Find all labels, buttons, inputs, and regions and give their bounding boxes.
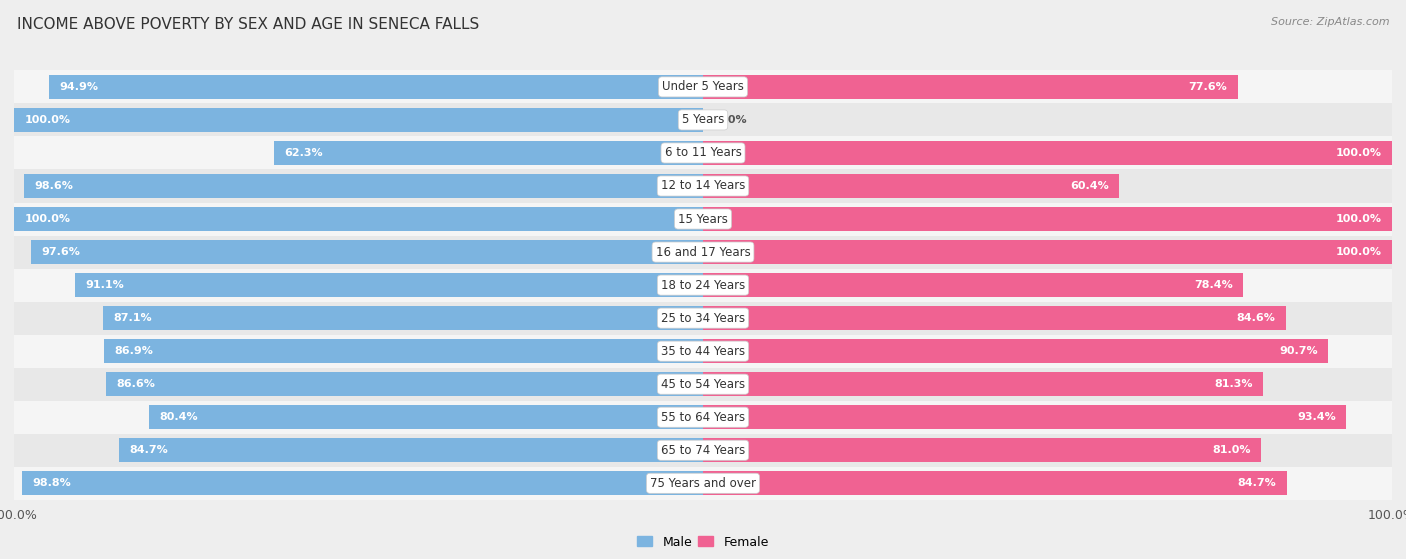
- Bar: [703, 405, 1347, 429]
- Bar: [14, 235, 1392, 268]
- Text: 60.4%: 60.4%: [1070, 181, 1109, 191]
- Bar: [14, 335, 1392, 368]
- Text: 81.0%: 81.0%: [1212, 446, 1251, 455]
- Text: 84.7%: 84.7%: [1237, 479, 1277, 488]
- Text: 100.0%: 100.0%: [1336, 214, 1382, 224]
- Bar: [14, 302, 1392, 335]
- Text: 90.7%: 90.7%: [1279, 346, 1317, 356]
- Bar: [120, 438, 703, 462]
- Text: 12 to 14 Years: 12 to 14 Years: [661, 179, 745, 192]
- Text: 86.6%: 86.6%: [117, 379, 156, 389]
- Bar: [703, 75, 1237, 99]
- Text: 93.4%: 93.4%: [1298, 412, 1336, 422]
- Text: Source: ZipAtlas.com: Source: ZipAtlas.com: [1271, 17, 1389, 27]
- Bar: [703, 174, 1119, 198]
- Text: 18 to 24 Years: 18 to 24 Years: [661, 278, 745, 292]
- Text: 87.1%: 87.1%: [114, 313, 152, 323]
- Text: 98.6%: 98.6%: [34, 181, 73, 191]
- Bar: [703, 471, 1286, 495]
- Bar: [703, 372, 1263, 396]
- Text: 100.0%: 100.0%: [24, 115, 70, 125]
- Text: 100.0%: 100.0%: [1336, 148, 1382, 158]
- Bar: [703, 438, 1261, 462]
- Text: 86.9%: 86.9%: [115, 346, 153, 356]
- Bar: [107, 372, 703, 396]
- Legend: Male, Female: Male, Female: [633, 530, 773, 553]
- Bar: [703, 306, 1286, 330]
- Bar: [103, 306, 703, 330]
- Bar: [49, 75, 703, 99]
- Text: 25 to 34 Years: 25 to 34 Years: [661, 311, 745, 325]
- Bar: [14, 169, 1392, 202]
- Text: 80.4%: 80.4%: [159, 412, 198, 422]
- Bar: [149, 405, 703, 429]
- Text: 65 to 74 Years: 65 to 74 Years: [661, 444, 745, 457]
- Bar: [274, 141, 703, 165]
- Text: 97.6%: 97.6%: [41, 247, 80, 257]
- Bar: [104, 339, 703, 363]
- Bar: [703, 240, 1392, 264]
- Bar: [22, 471, 703, 495]
- Bar: [703, 207, 1392, 231]
- Bar: [14, 368, 1392, 401]
- Text: 62.3%: 62.3%: [284, 148, 323, 158]
- Text: 0.0%: 0.0%: [717, 115, 748, 125]
- Text: 84.7%: 84.7%: [129, 446, 169, 455]
- Bar: [703, 339, 1327, 363]
- Bar: [14, 268, 1392, 302]
- Text: 77.6%: 77.6%: [1188, 82, 1227, 92]
- Bar: [14, 108, 703, 132]
- Text: 75 Years and over: 75 Years and over: [650, 477, 756, 490]
- Text: 16 and 17 Years: 16 and 17 Years: [655, 245, 751, 259]
- Bar: [703, 141, 1392, 165]
- Text: 78.4%: 78.4%: [1194, 280, 1233, 290]
- Text: 100.0%: 100.0%: [24, 214, 70, 224]
- Text: INCOME ABOVE POVERTY BY SEX AND AGE IN SENECA FALLS: INCOME ABOVE POVERTY BY SEX AND AGE IN S…: [17, 17, 479, 32]
- Text: 81.3%: 81.3%: [1215, 379, 1253, 389]
- Text: 5 Years: 5 Years: [682, 113, 724, 126]
- Bar: [14, 434, 1392, 467]
- Bar: [31, 240, 703, 264]
- Bar: [14, 467, 1392, 500]
- Bar: [14, 70, 1392, 103]
- Text: Under 5 Years: Under 5 Years: [662, 80, 744, 93]
- Bar: [14, 103, 1392, 136]
- Text: 84.6%: 84.6%: [1237, 313, 1275, 323]
- Bar: [14, 401, 1392, 434]
- Text: 35 to 44 Years: 35 to 44 Years: [661, 345, 745, 358]
- Bar: [703, 273, 1243, 297]
- Bar: [14, 202, 1392, 235]
- Text: 15 Years: 15 Years: [678, 212, 728, 225]
- Bar: [14, 207, 703, 231]
- Bar: [24, 174, 703, 198]
- Text: 45 to 54 Years: 45 to 54 Years: [661, 378, 745, 391]
- Bar: [14, 136, 1392, 169]
- Text: 100.0%: 100.0%: [1336, 247, 1382, 257]
- Text: 55 to 64 Years: 55 to 64 Years: [661, 411, 745, 424]
- Bar: [76, 273, 703, 297]
- Text: 94.9%: 94.9%: [59, 82, 98, 92]
- Text: 91.1%: 91.1%: [86, 280, 125, 290]
- Text: 6 to 11 Years: 6 to 11 Years: [665, 146, 741, 159]
- Text: 98.8%: 98.8%: [32, 479, 72, 488]
